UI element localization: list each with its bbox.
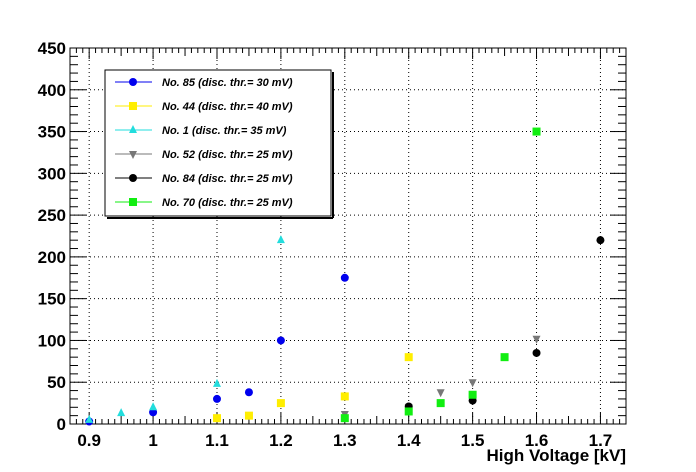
data-point-series-6	[468, 390, 477, 399]
y-tick-label: 0	[57, 415, 66, 434]
data-points	[85, 127, 605, 426]
data-point-series-1	[244, 388, 253, 397]
legend-marker-6	[129, 198, 137, 206]
data-point-series-3	[85, 414, 94, 423]
data-point-series-3	[212, 378, 221, 387]
plot-frame	[69, 47, 627, 425]
x-tick-label: 1.2	[269, 431, 293, 450]
legend-box	[104, 69, 332, 217]
x-tick-label: 1.5	[461, 431, 485, 450]
data-point-series-6	[532, 127, 541, 136]
legend-label-1: No. 85 (disc. thr.= 30 mV)	[162, 77, 293, 89]
legend-label-5: No. 84 (disc. thr.= 25 mV)	[162, 173, 293, 185]
data-point-series-3	[276, 235, 285, 244]
data-point-series-2	[404, 353, 413, 362]
legend-label-4: No. 52 (disc. thr.= 25 mV)	[162, 149, 293, 161]
data-point-series-6	[436, 399, 445, 408]
data-point-series-1	[276, 336, 285, 345]
legend-label-2: No. 44 (disc. thr.= 40 mV)	[162, 101, 293, 113]
y-tick-label: 100	[38, 331, 66, 350]
x-tick-label: 1.1	[205, 431, 229, 450]
data-point-series-2	[244, 411, 253, 420]
legend-marker-4	[129, 151, 137, 159]
y-tick-label: 150	[38, 290, 66, 309]
legend-label-3: No. 1 (disc. thr.= 35 mV)	[162, 125, 287, 137]
legend-marker-3	[129, 125, 137, 133]
y-tick-label: 250	[38, 206, 66, 225]
data-point-series-2	[212, 414, 221, 423]
x-tick-label: 1.7	[589, 431, 613, 450]
y-tick-label: 50	[47, 373, 66, 392]
data-point-series-3	[149, 402, 158, 411]
data-point-series-4	[468, 379, 477, 388]
data-point-series-6	[340, 414, 349, 423]
x-tick-label: 0.9	[77, 431, 101, 450]
data-point-series-2	[276, 399, 285, 408]
data-point-series-1	[212, 394, 221, 403]
tick-labels: 0.9 1 1.1 1.2 1.3 1.4 1.5 1.6 1.7 0 50 100 150 200 250…	[38, 39, 613, 450]
data-point-series-1	[149, 408, 158, 417]
legend-label-6: No. 70 (disc. thr.= 25 mV)	[162, 197, 293, 209]
x-tick-label: 1.3	[333, 431, 357, 450]
y-tick-label: 450	[38, 39, 66, 58]
data-point-series-2	[340, 392, 349, 401]
x-tick-label: 1.6	[525, 431, 549, 450]
legend-marker-5	[129, 174, 137, 182]
data-point-series-6	[404, 407, 413, 416]
y-tick-label: 400	[38, 81, 66, 100]
data-point-series-5	[532, 348, 541, 357]
legend-marker-2	[129, 102, 137, 110]
data-point-series-4	[436, 389, 445, 398]
data-point-series-6	[500, 353, 509, 362]
x-tick-label: 1.4	[397, 431, 421, 450]
legend-marker-1	[129, 78, 137, 86]
data-point-series-1	[340, 273, 349, 282]
legend: No. 85 (disc. thr.= 30 mV) No. 44 (disc. …	[104, 69, 334, 219]
data-point-series-5	[596, 236, 605, 245]
x-axis-title: High Voltage [kV]	[487, 446, 626, 465]
data-point-series-4	[532, 335, 541, 344]
x-tick-label: 1	[148, 431, 157, 450]
y-tick-label: 200	[38, 248, 66, 267]
data-point-series-3	[117, 408, 126, 417]
y-tick-label: 300	[38, 164, 66, 183]
y-tick-label: 350	[38, 123, 66, 142]
